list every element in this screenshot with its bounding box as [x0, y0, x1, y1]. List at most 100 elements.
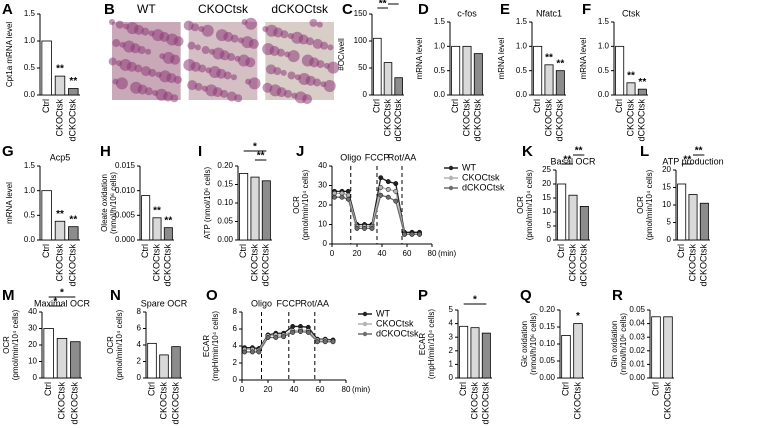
x-tick-label: Ctrl	[450, 99, 460, 113]
cell	[309, 18, 318, 27]
panel: O 0 2 4 6 8 ECAR (mpH/min/10⁴ cells) 0 20 40 60 80 (m…	[202, 287, 419, 394]
y-tick-label: 10	[28, 357, 37, 366]
bar	[383, 62, 393, 96]
cell	[115, 20, 124, 29]
legend-label: CKOCtsk	[462, 172, 500, 182]
panel: H 0.000 0.005 0.010 0.015 Oleate oxidation (nm…	[100, 143, 174, 287]
y-tick-label: 1.0	[434, 41, 446, 50]
bar	[41, 40, 52, 96]
cell	[230, 74, 237, 81]
y-tick-label: 20	[318, 200, 327, 209]
cell	[269, 84, 282, 97]
x-tick-label: CKOCtsk	[469, 382, 479, 420]
y-tick-label: 4	[137, 340, 142, 349]
data-point	[393, 181, 399, 187]
y-tick-label: 30	[318, 181, 327, 190]
y-axis-label: (mpH/min/10⁴ cells)	[211, 311, 220, 381]
x-tick-label: 60	[316, 385, 325, 394]
y-axis-label: mRNA level	[415, 37, 424, 79]
cell	[327, 61, 340, 74]
significance: **	[545, 52, 553, 63]
panel: G 0.0 0.5 1.0 1.5 mRNA level Acp5 Ctrl CKOCtsk dC…	[2, 143, 80, 287]
y-tick-label: 40	[318, 161, 327, 170]
y-axis-label: OCR	[636, 196, 645, 214]
y-tick-label: 40	[28, 307, 37, 316]
bar	[56, 337, 68, 379]
significance: **	[56, 64, 64, 75]
cell	[201, 46, 210, 55]
panel: C 0 50 100 150 #OC/well Ctrl CKOCtsk dCKOCtsk ** *…	[337, 0, 404, 142]
y-tick-label: 2	[233, 358, 238, 367]
legend-marker	[362, 331, 368, 337]
cell	[241, 36, 254, 49]
x-tick-label: dCKOCtsk	[68, 99, 78, 142]
y-tick-label: 30	[28, 324, 37, 333]
cell	[148, 30, 155, 37]
y-axis-label: (pmol/min/10⁴ cells)	[301, 169, 310, 240]
y-tick-label: 8	[233, 307, 238, 316]
y-tick-label: 5	[449, 305, 454, 314]
panel-letter: B	[104, 1, 115, 18]
x-tick-label: 20	[264, 385, 273, 394]
data-point	[281, 334, 287, 340]
cell	[301, 54, 314, 67]
significance: **	[575, 146, 583, 157]
x-tick-label: 0	[330, 249, 335, 258]
x-tick-label: 40	[290, 385, 299, 394]
x-tick-label: CKOCtsk	[543, 99, 553, 137]
x-axis-label: (min)	[438, 249, 457, 258]
panel-letter: F	[582, 1, 591, 18]
bar	[250, 176, 260, 241]
x-tick-label: CKOCtsk	[151, 244, 161, 282]
data-point	[330, 339, 336, 345]
y-tick-label: 0.5	[24, 210, 36, 219]
significance: **	[257, 151, 265, 162]
x-tick-label: dCKOCtsk	[637, 99, 647, 142]
cell	[245, 78, 252, 85]
panel: B WT CKOCtsk dCKOCtsk	[104, 1, 340, 105]
panel-letter: I	[198, 143, 202, 160]
significance: **	[683, 155, 691, 166]
y-tick-label: 20	[662, 165, 671, 174]
bar	[557, 183, 567, 241]
x-tick-label: Ctrl	[560, 382, 570, 396]
cell	[115, 77, 128, 90]
significance: **	[69, 214, 77, 225]
data-point	[290, 329, 296, 335]
y-axis-label: (pmol/min/10⁴ cells)	[11, 309, 20, 380]
x-tick-label: dCKOCtsk	[170, 382, 180, 425]
x-tick-label: CKOCtsk	[461, 99, 471, 137]
legend-marker	[362, 311, 368, 317]
y-tick-label: 0.015	[115, 161, 136, 170]
cell	[122, 40, 135, 53]
y-tick-label: 2	[137, 357, 142, 366]
y-tick-label: 1.5	[516, 17, 528, 26]
significance: *	[53, 297, 57, 308]
cell	[208, 65, 221, 78]
x-tick-label: CKOCtsk	[249, 244, 259, 282]
series-line	[244, 325, 334, 350]
significance: **	[556, 58, 564, 69]
panel: Q 0.00 0.05 0.10 0.15 0.20 Glc oxidation (nmol/…	[520, 287, 584, 420]
panel: N 0 2 4 6 8 OCR (pmol/min/10⁴ cells) Spare OCR Ct…	[106, 287, 188, 425]
panel: M 0 10 20 30 40 OCR (pmol/min/10⁴ cells) Maximal…	[2, 287, 90, 425]
bar	[451, 45, 461, 96]
x-tick-label: CKOCtsk	[54, 99, 64, 137]
cell	[183, 58, 196, 71]
y-tick-label: 6	[137, 324, 142, 333]
x-tick-label: Ctrl	[41, 244, 51, 258]
x-tick-label: dCKOCtsk	[699, 244, 709, 287]
legend-marker	[448, 165, 454, 171]
cell	[287, 50, 300, 63]
cell	[198, 26, 205, 33]
y-tick-label: 0.0	[24, 235, 36, 244]
panel: J 0 10 20 30 40 OCR (pmol/min/10⁴ cells) 0 20 40 60…	[292, 143, 505, 258]
significance: *	[253, 142, 257, 153]
y-tick-label: 0.5	[598, 66, 610, 75]
y-axis-label: Cpt1a mRNA level	[5, 22, 14, 88]
panel: E 0.0 0.5 1.0 1.5 mRNA level Nfatc1 Ctrl CKOCtsk…	[497, 1, 566, 142]
image-label: dCKOCtsk	[271, 2, 329, 16]
significance: **	[69, 76, 77, 87]
y-tick-label: 15	[662, 183, 671, 192]
cell	[152, 89, 159, 96]
